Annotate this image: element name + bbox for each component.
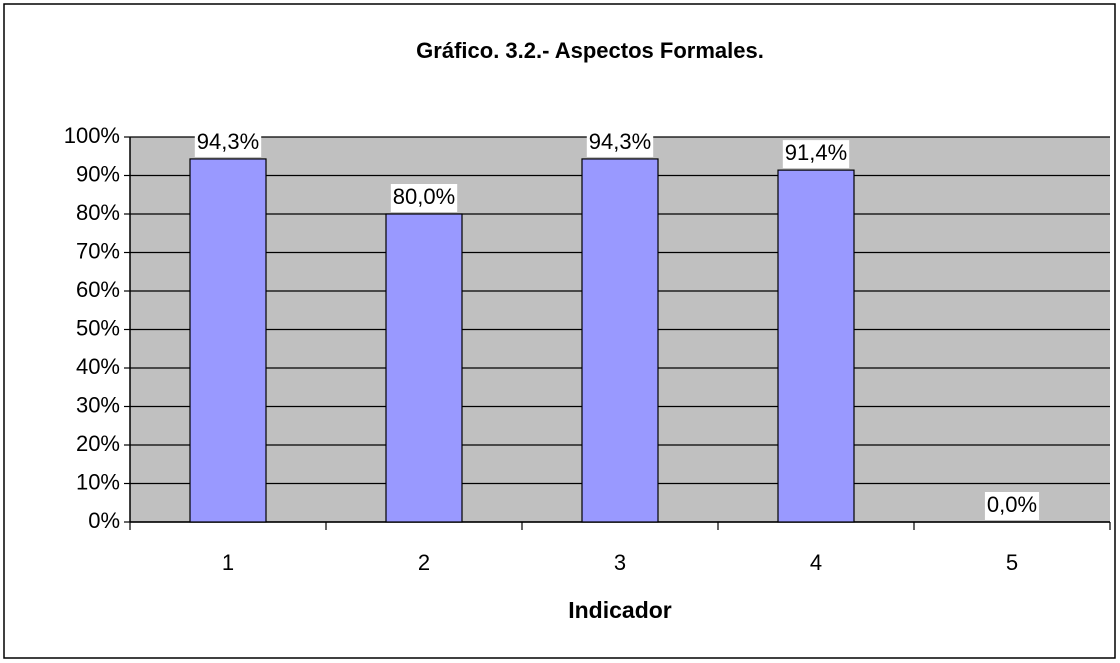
value-label: 0,0%: [987, 492, 1037, 517]
y-tick-label: 20%: [76, 431, 120, 456]
x-axis-title: Indicador: [568, 597, 672, 623]
y-tick-label: 70%: [76, 238, 120, 263]
y-tick-label: 30%: [76, 392, 120, 417]
y-tick-label: 80%: [76, 200, 120, 225]
value-label: 91,4%: [785, 140, 847, 165]
bar: [189, 158, 267, 523]
chart-title: Gráfico. 3.2.- Aspectos Formales.: [416, 38, 764, 63]
value-label: 94,3%: [197, 129, 259, 154]
bar: [777, 169, 855, 523]
value-label: 80,0%: [393, 184, 455, 209]
y-tick-label: 100%: [64, 123, 120, 148]
y-tick-label: 90%: [76, 161, 120, 186]
bar: [581, 158, 659, 523]
x-tick-label: 5: [1006, 550, 1018, 575]
value-label-bg: [194, 128, 262, 157]
value-label-bg: [390, 184, 458, 212]
y-tick-label: 40%: [76, 354, 120, 379]
y-tick-label: 50%: [76, 315, 120, 340]
y-tick-label: 0%: [88, 508, 120, 533]
x-tick-label: 1: [222, 550, 234, 575]
bar: [385, 213, 463, 523]
x-tick-label: 2: [418, 550, 430, 575]
x-tick-label: 3: [614, 550, 626, 575]
value-label-bg: [782, 140, 850, 169]
x-tick-label: 4: [810, 550, 822, 575]
value-label-bg: [984, 492, 1040, 520]
value-label: 94,3%: [589, 129, 651, 154]
y-tick-label: 10%: [76, 469, 120, 494]
y-tick-label: 60%: [76, 277, 120, 302]
value-label-bg: [586, 128, 654, 157]
